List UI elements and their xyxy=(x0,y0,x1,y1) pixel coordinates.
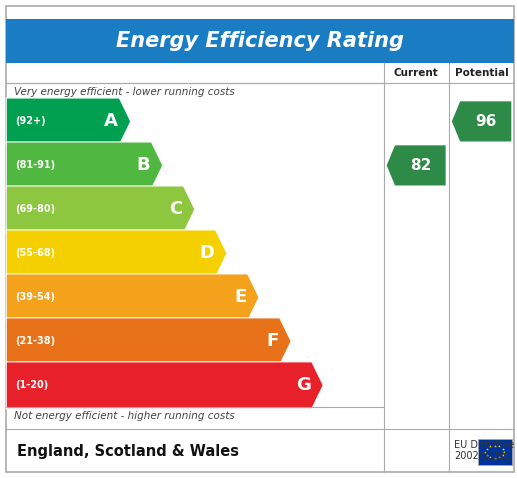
Text: Energy Efficiency Rating: Energy Efficiency Rating xyxy=(116,31,404,51)
Text: Not energy efficient - higher running costs: Not energy efficient - higher running co… xyxy=(14,411,235,421)
Text: (1-20): (1-20) xyxy=(16,380,49,390)
Polygon shape xyxy=(6,230,227,277)
Bar xyxy=(6,19,514,63)
Polygon shape xyxy=(6,274,259,321)
Text: D: D xyxy=(200,244,215,262)
Text: (39-54): (39-54) xyxy=(16,293,55,302)
Text: B: B xyxy=(136,156,150,174)
Polygon shape xyxy=(6,362,323,409)
Text: 82: 82 xyxy=(409,158,431,173)
Text: (69-80): (69-80) xyxy=(16,205,56,214)
Text: A: A xyxy=(104,112,118,130)
Text: (92+): (92+) xyxy=(16,117,46,126)
Text: G: G xyxy=(296,376,311,394)
Polygon shape xyxy=(6,98,131,145)
Text: F: F xyxy=(266,332,279,350)
Text: E: E xyxy=(234,288,247,306)
Text: (55-68): (55-68) xyxy=(16,249,56,258)
Text: 96: 96 xyxy=(475,114,496,129)
Polygon shape xyxy=(6,318,291,365)
Bar xyxy=(478,439,512,465)
Text: Potential: Potential xyxy=(455,68,508,78)
Text: Very energy efficient - lower running costs: Very energy efficient - lower running co… xyxy=(14,87,235,97)
Text: England, Scotland & Wales: England, Scotland & Wales xyxy=(17,444,238,459)
Text: 2002/91/EC: 2002/91/EC xyxy=(454,451,510,460)
Polygon shape xyxy=(6,142,163,189)
Polygon shape xyxy=(387,145,446,185)
Polygon shape xyxy=(452,101,511,141)
Text: C: C xyxy=(169,200,183,218)
Text: Current: Current xyxy=(394,68,438,78)
Text: EU Directive: EU Directive xyxy=(454,440,514,450)
Polygon shape xyxy=(6,186,195,233)
Text: (81-91): (81-91) xyxy=(16,161,56,170)
Text: (21-38): (21-38) xyxy=(16,337,56,346)
